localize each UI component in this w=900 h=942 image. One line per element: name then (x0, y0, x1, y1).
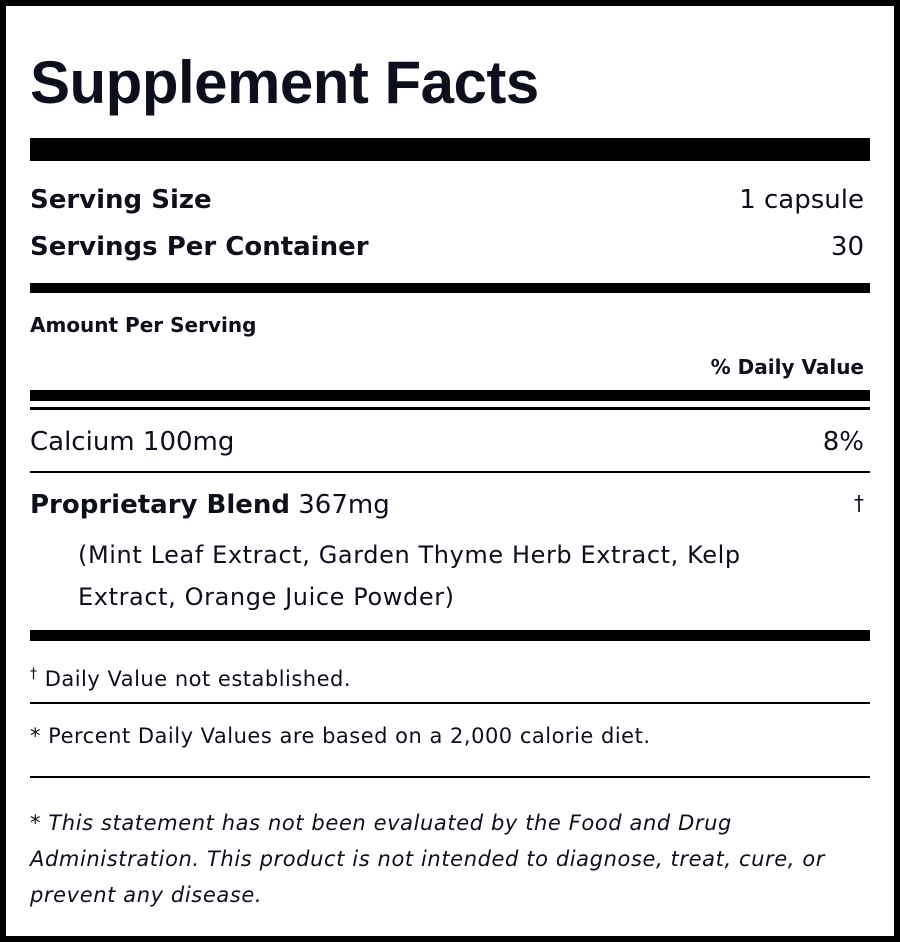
serving-size-label: Serving Size (30, 185, 212, 215)
servings-per-container-label: Servings Per Container (30, 232, 369, 262)
thick-rule (30, 138, 870, 161)
amount-per-serving: Amount Per Serving (30, 313, 257, 337)
blend-amount: 367mg (298, 490, 390, 520)
daily-value-header: % Daily Value (710, 355, 864, 379)
blend-row: Proprietary Blend 367mg (30, 487, 390, 523)
dagger-symbol: † (30, 666, 38, 682)
nutrient-amount: 100mg (142, 427, 235, 457)
medium-rule (30, 630, 870, 641)
blend-ingredients: (Mint Leaf Extract, Garden Thyme Herb Ex… (78, 541, 741, 611)
thin-rule (30, 776, 870, 778)
servings-per-container-value: 30 (830, 232, 864, 262)
dagger-footnote: † Daily Value not established. (30, 660, 351, 693)
blend-daily-value: † (854, 491, 864, 515)
title: Supplement Facts (30, 49, 539, 116)
thin-rule (30, 471, 870, 473)
medium-rule (30, 283, 870, 293)
blend-name: Proprietary Blend (30, 490, 290, 520)
nutrient-name: Calcium (30, 427, 135, 457)
nutrient-row: Calcium 100mg (30, 424, 234, 460)
nutrient-daily-value: 8% (822, 427, 864, 457)
thin-rule (30, 702, 870, 704)
dagger-note: Daily Value not established. (44, 667, 352, 691)
thin-rule (30, 407, 870, 410)
serving-size-value: 1 capsule (739, 185, 864, 215)
percent-footnote: * Percent Daily Values are based on a 2,… (30, 724, 651, 748)
disclaimer: * This statement has not been evaluated … (30, 811, 826, 907)
medium-rule (30, 390, 870, 401)
